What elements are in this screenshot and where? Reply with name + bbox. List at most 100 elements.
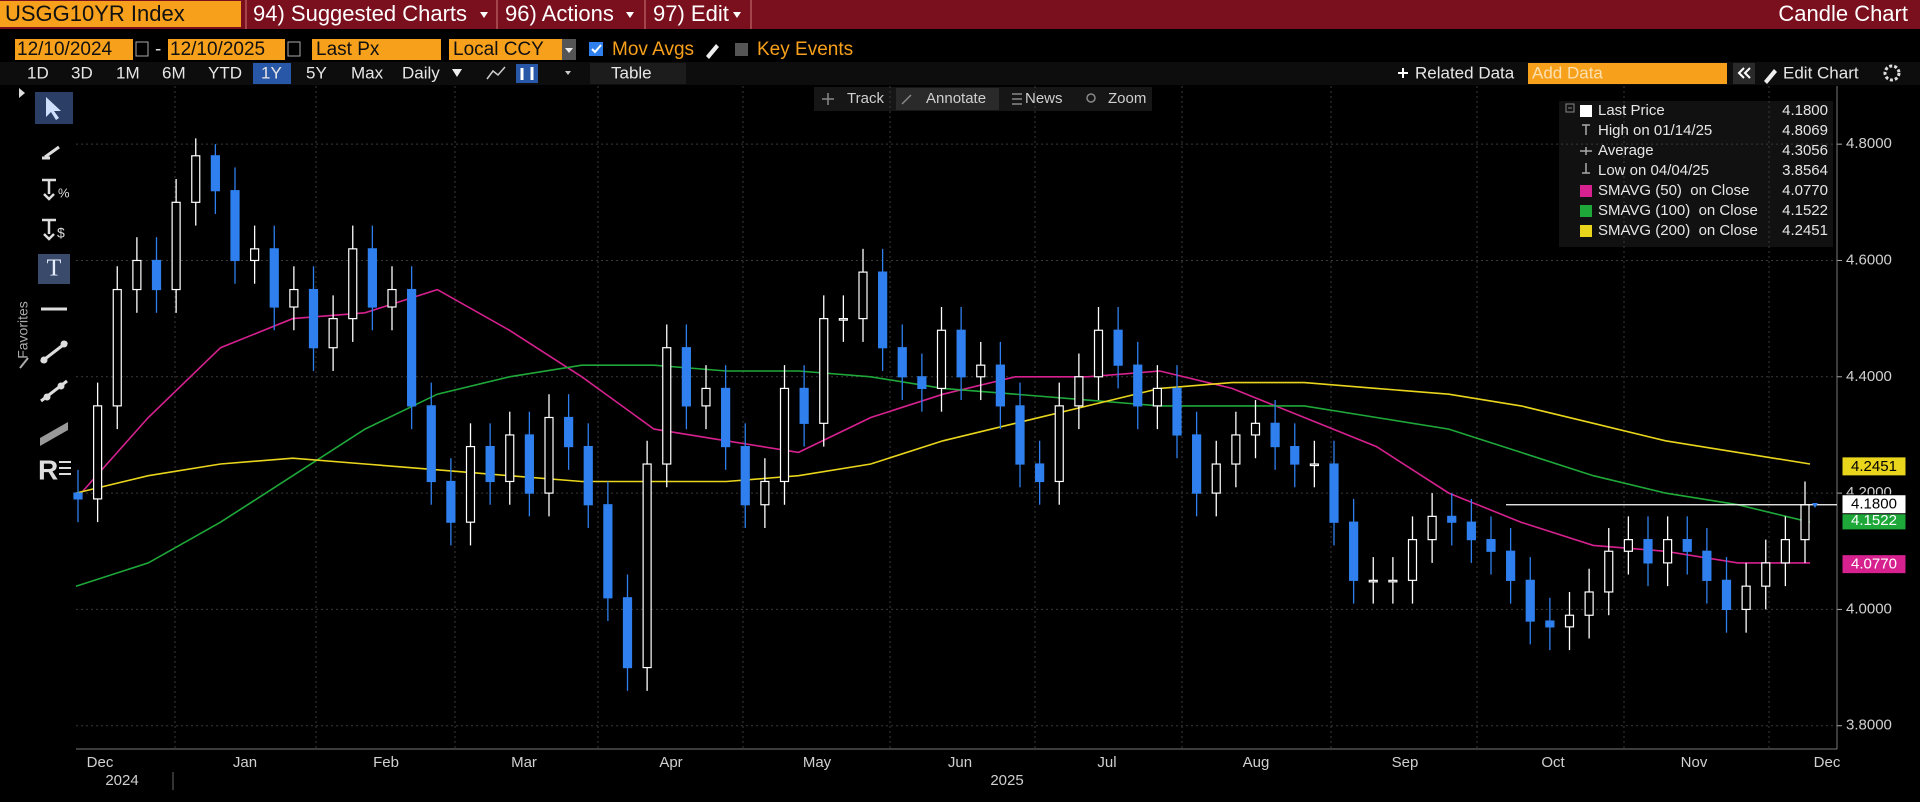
y-tick-label: 3.8000 [1846, 717, 1892, 734]
legend-icon [1582, 124, 1590, 135]
range-button[interactable]: 3D [71, 63, 93, 82]
y-tick-label: 4.0000 [1846, 600, 1892, 617]
candle-body [230, 190, 240, 262]
table-button[interactable] [590, 63, 686, 84]
candle-body [1349, 521, 1359, 581]
candle-body [1447, 515, 1457, 523]
moving-average-line [75, 288, 1810, 564]
menu[interactable]: 97) Edit [653, 1, 729, 26]
candle-icon-selected[interactable] [516, 64, 538, 83]
price-tag [1841, 456, 1907, 477]
chart-tool[interactable]: Zoom [1108, 90, 1146, 107]
range-button[interactable]: YTD [208, 63, 242, 82]
candle-body [1800, 504, 1810, 541]
candle-body [1035, 463, 1045, 483]
candle-body [1564, 614, 1575, 628]
price-tag [1841, 494, 1907, 515]
checkbox-checked[interactable] [589, 42, 603, 56]
range-button[interactable]: Max [351, 63, 384, 82]
security[interactable]: USGG10YR Index [5, 1, 185, 26]
calendar-icon[interactable] [287, 41, 301, 57]
percent-tool[interactable] [42, 178, 56, 201]
candle-body [210, 155, 220, 192]
menu[interactable]: 94) Suggested Charts [253, 1, 467, 26]
candle-body [1270, 422, 1280, 448]
end-date[interactable]: 12/10/2025 [170, 39, 265, 60]
channel-tool[interactable] [40, 422, 68, 446]
add-data-field[interactable] [1528, 63, 1727, 84]
chart-tool[interactable]: Track [847, 90, 884, 107]
legend-value: 4.8069 [1782, 122, 1828, 139]
favorites-label[interactable]: Favorites [15, 301, 31, 359]
edit-chart[interactable]: Edit Chart [1783, 63, 1859, 82]
line-chart-icon[interactable] [486, 66, 506, 80]
check-mark [591, 44, 602, 54]
tool-glyph: $ [57, 225, 65, 241]
range-button[interactable]: 5Y [306, 63, 327, 82]
legend-label: Low on 04/04/25 [1598, 162, 1709, 179]
candle-body [1780, 539, 1790, 564]
currency-box[interactable] [449, 39, 562, 60]
related-data[interactable]: Related Data [1415, 63, 1515, 82]
chart-kind: Candle Chart [1778, 1, 1908, 26]
x-tick-label: Sep [1392, 754, 1419, 771]
settings-icon[interactable] [1883, 64, 1901, 82]
menu[interactable]: 96) Actions [505, 1, 614, 26]
security-box[interactable] [0, 1, 241, 27]
range-button[interactable]: 1D [27, 63, 49, 82]
chart-tool[interactable]: Annotate [926, 90, 986, 107]
expand-icon[interactable] [19, 88, 25, 98]
x-tick-label: May [803, 754, 832, 771]
option[interactable]: Key Events [757, 39, 853, 60]
candle-body [1054, 405, 1064, 483]
field-box[interactable] [312, 39, 441, 60]
text-tool[interactable] [38, 254, 70, 284]
x-tick-label: Jan [233, 754, 257, 771]
date-field[interactable] [15, 39, 133, 60]
date-separator: - [155, 39, 161, 60]
currency[interactable]: Local CCY [453, 39, 544, 60]
y-tick-label: 4.8000 [1846, 135, 1892, 152]
range-button[interactable]: 1Y [261, 63, 282, 82]
price-tag-label: 4.2451 [1851, 458, 1897, 475]
candle-body [269, 248, 279, 308]
start-date[interactable]: 12/10/2024 [17, 39, 113, 60]
table[interactable]: Table [611, 63, 652, 82]
add-data[interactable]: Add Data [1532, 63, 1603, 82]
candle-body [1113, 329, 1123, 366]
dropdown-arrow [480, 12, 488, 18]
candle-body [956, 329, 966, 378]
legend-collapse [1565, 103, 1575, 113]
candle-body [407, 288, 417, 407]
legend-value: 4.3056 [1782, 142, 1828, 159]
pen-icon[interactable] [42, 145, 60, 160]
y-tick-label: 4.6000 [1846, 251, 1892, 268]
date-field[interactable] [168, 39, 285, 60]
candle-body [387, 288, 397, 308]
range-buttons: 1D 3D 1M 6M YTD 1Y 5Y Max [27, 63, 384, 84]
option[interactable]: Mov Avgs [612, 39, 694, 60]
price-field[interactable]: Last Px [316, 39, 380, 60]
candle-body [760, 480, 770, 506]
candle-body [1721, 579, 1732, 611]
frequency[interactable]: Daily [402, 63, 440, 82]
candle-body [622, 597, 633, 669]
checkbox[interactable] [735, 43, 748, 56]
collapse-button[interactable] [1733, 63, 1755, 84]
candle-body [1525, 579, 1535, 622]
x-tick-label: Aug [1243, 754, 1270, 771]
price-tool[interactable] [42, 218, 56, 241]
pencil-icon[interactable] [706, 44, 719, 59]
calendar-icon[interactable] [135, 41, 149, 57]
x-tick-label: Mar [511, 754, 537, 771]
y-tick-label: 4.4000 [1846, 368, 1892, 385]
chart-tool[interactable]: News [1025, 90, 1063, 107]
candle-body [73, 492, 83, 500]
x-tick-label: Feb [373, 754, 399, 771]
retracement-tool[interactable] [59, 461, 71, 475]
candle-body [564, 416, 574, 448]
range-button[interactable]: 1M [116, 63, 140, 82]
range-selected[interactable] [253, 63, 291, 84]
range-button[interactable]: 6M [162, 63, 186, 82]
candle-body [1623, 539, 1633, 552]
